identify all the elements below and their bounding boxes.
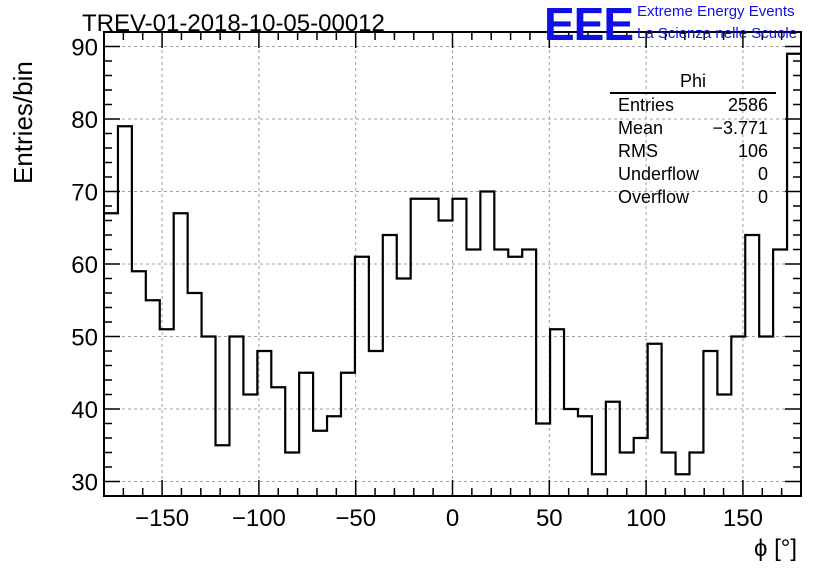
x-tick-label: −100 [232,505,286,532]
stats-label: Mean [618,118,664,138]
y-tick-label: 70 [71,180,98,207]
y-tick-label: 30 [71,470,98,497]
x-tick-label: 0 [446,505,459,532]
y-tick-label: 50 [71,325,98,352]
x-axis-label: ϕ [°] [754,535,798,562]
stats-row-mean: Mean −3.771 [610,117,776,140]
stats-label: Entries [618,95,675,115]
y-tick-label: 60 [71,252,98,279]
stats-label: RMS [618,141,658,161]
stats-label: Overflow [618,187,690,207]
y-tick-label: 90 [71,35,98,62]
stats-row-overflow: Overflow 0 [610,186,776,209]
x-tick-label: 50 [536,505,563,532]
stats-value: 0 [757,164,768,184]
stats-value: 0 [757,187,768,207]
x-tick-label: 150 [723,505,763,532]
stats-row-underflow: Underflow 0 [610,163,776,186]
axis-tick-labels: −150 −100 −50 0 50 100 150 30 40 50 60 70 80 90 [71,35,763,533]
y-axis-label: Entries/bin [8,61,38,184]
stats-value: 2586 [727,95,768,115]
x-tick-label: −150 [135,505,189,532]
stats-row-rms: RMS 106 [610,140,776,163]
chart-title: TREV-01-2018-10-05-00012 [82,10,385,37]
x-tick-label: 100 [626,505,666,532]
y-tick-label: 40 [71,397,98,424]
y-tick-label: 80 [71,107,98,134]
eee-logo: EEE [544,0,634,50]
stats-row-entries: Entries 2586 [610,94,776,117]
histogram-series [104,52,801,476]
x-tick-label: −50 [335,505,376,532]
logo-line-2: La Scienza nelle Scuole [637,25,798,42]
stats-box: Phi Entries 2586 Mean −3.771 RMS 106 Und… [610,70,776,209]
plot-frame [103,31,802,497]
stats-value: 106 [737,141,768,161]
stats-title: Phi [610,70,776,94]
grid-lines [104,32,801,496]
logo-line-1: Extreme Energy Events [637,3,795,20]
stats-label: Underflow [618,164,700,184]
stats-value: −3.771 [712,118,768,138]
